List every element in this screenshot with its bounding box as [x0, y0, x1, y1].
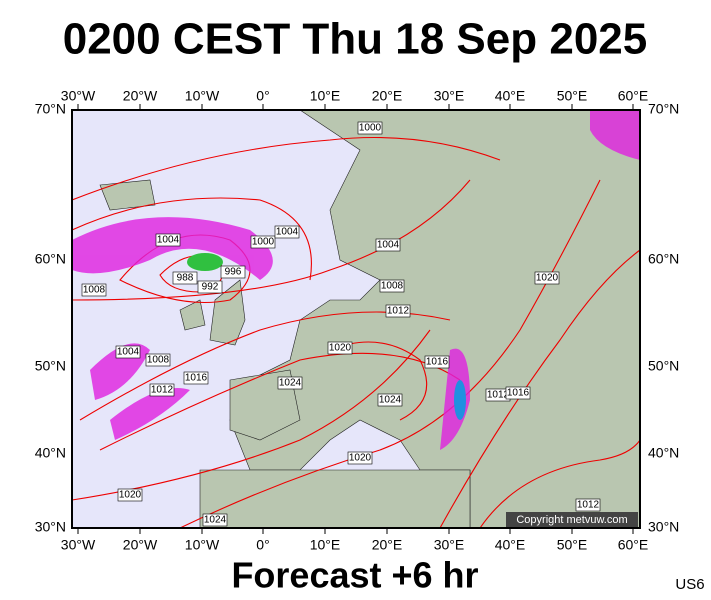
isobar-label-box: [172, 271, 198, 285]
isobar-label: 996: [225, 267, 242, 278]
lat-label-right: 50°N: [648, 358, 679, 374]
isobar-label: 1020: [329, 343, 352, 354]
lon-label-bottom: 60°E: [618, 537, 649, 553]
map-frame: [71, 109, 641, 529]
lon-label-bottom: 40°E: [495, 537, 526, 553]
lat-label-right: 30°N: [648, 519, 679, 535]
lon-label-top: 20°E: [372, 88, 403, 104]
isobar-label-box: [250, 235, 276, 249]
isobar-label-box: [220, 265, 246, 279]
isobar-label-box: [149, 383, 175, 397]
isobar-label: 988: [177, 273, 194, 284]
isobar-label: 1000: [252, 237, 275, 248]
lat-label-left: 40°N: [35, 445, 66, 461]
isobar-label-box: [377, 393, 403, 407]
lon-label-top: 40°E: [495, 88, 526, 104]
isobar-label-box: [347, 451, 373, 465]
isobar-label-box: [575, 498, 601, 512]
isobar-label-box: [115, 345, 141, 359]
lon-label-bottom: 20°W: [123, 537, 158, 553]
lon-label-bottom: 20°E: [372, 537, 403, 553]
lon-label-top: 10°E: [310, 88, 341, 104]
copyright-box: [506, 512, 638, 527]
lon-label-bottom: 10°W: [185, 537, 220, 553]
lat-label-left: 70°N: [35, 101, 66, 117]
copyright: Copyright metvuw.com: [516, 514, 627, 526]
isobar-label: 1004: [117, 347, 140, 358]
lat-label-left: 50°N: [35, 358, 66, 374]
isobar-label-box: [424, 355, 450, 369]
isobar-label: 1016: [185, 373, 208, 384]
isobar-label: 1016: [507, 388, 530, 399]
isobar-label-box: [155, 233, 181, 247]
lon-label-bottom: 30°W: [61, 537, 96, 553]
lon-label-bottom: 30°E: [434, 537, 465, 553]
lon-label-bottom: 50°E: [557, 537, 588, 553]
isobar-label-box: [183, 371, 209, 385]
map-area: [72, 110, 640, 528]
lon-label-bottom: 10°E: [310, 537, 341, 553]
isobar-label-box: [534, 271, 560, 285]
isobar-label-box: [277, 376, 303, 390]
isobar-label: 1012: [387, 306, 410, 317]
isobar-label-box: [81, 283, 107, 297]
isobar-label-box: [274, 225, 300, 239]
isobar-label: 1020: [536, 273, 559, 284]
isobar-label: 1024: [379, 395, 402, 406]
lat-label-right: 60°N: [648, 251, 679, 267]
lon-label-top: 20°W: [123, 88, 158, 104]
isobar-label: 1024: [204, 515, 227, 526]
isobar-label: 1008: [381, 281, 404, 292]
isobar-label-box: [379, 279, 405, 293]
lat-label-right: 70°N: [648, 101, 679, 117]
isobar-label: 1008: [83, 285, 106, 296]
isobar-label-box: [197, 280, 223, 294]
isobar-label: 1012: [151, 385, 174, 396]
isobar-label: 1012: [487, 390, 510, 401]
lon-label-bottom: 0°: [256, 537, 269, 553]
footer: Forecast +6 hr: [231, 555, 478, 596]
isobar-label-box: [357, 121, 383, 135]
isobar-label-box: [385, 304, 411, 318]
isobar-label: 1016: [426, 357, 449, 368]
map-labels: 30°W 30°W 20°W 20°W 10°W 10°W 0° 0° 10°E 10°E 20°E…: [35, 88, 680, 553]
isobar-label: 1020: [349, 453, 372, 464]
isobar-label: 992: [202, 282, 219, 293]
isobar-label-box: [145, 353, 171, 367]
lon-label-top: 60°E: [618, 88, 649, 104]
title: 0200 CEST Thu 18 Sep 2025: [63, 15, 648, 64]
lon-label-top: 10°W: [185, 88, 220, 104]
lat-label-left: 30°N: [35, 519, 66, 535]
isobar-label: 1008: [147, 355, 170, 366]
lon-label-top: 30°W: [61, 88, 96, 104]
isobar-label: 1004: [377, 240, 400, 251]
isobar-label: 1020: [119, 490, 142, 501]
isobar-label: 1004: [157, 235, 180, 246]
isobar-label: 1000: [359, 123, 382, 134]
rain-core: [454, 380, 466, 420]
lat-label-left: 60°N: [35, 251, 66, 267]
isobar-label-box: [202, 513, 228, 527]
land: [99, 110, 640, 528]
lon-label-top: 0°: [256, 88, 269, 104]
isobar-label-box: [375, 238, 401, 252]
isobar-label-box: [117, 488, 143, 502]
lon-label-top: 50°E: [557, 88, 588, 104]
isobar-label: 1012: [577, 500, 600, 511]
lat-label-right: 40°N: [648, 445, 679, 461]
isobar-label-box: [327, 341, 353, 355]
isobar-label-box: [505, 386, 531, 400]
isobar-label: 1024: [279, 378, 302, 389]
isobar-label: 1004: [276, 227, 299, 238]
low-centre: [187, 253, 223, 271]
model-code: US6: [675, 576, 704, 593]
lon-label-top: 30°E: [434, 88, 465, 104]
